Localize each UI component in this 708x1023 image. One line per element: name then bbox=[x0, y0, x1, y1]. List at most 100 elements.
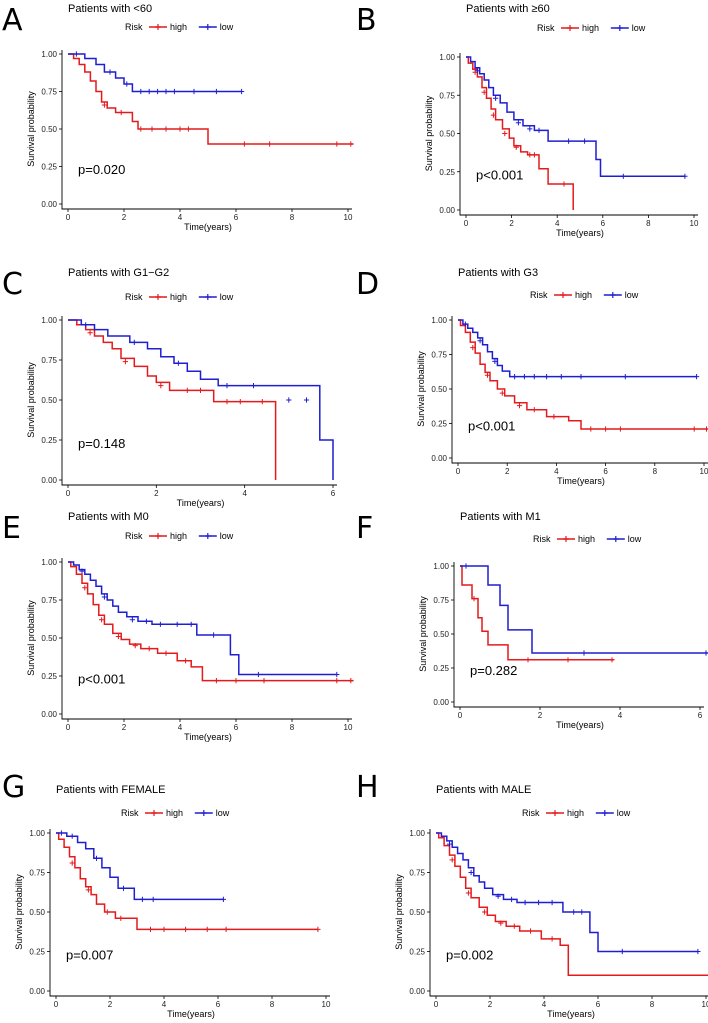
censor-mark-low bbox=[101, 594, 107, 600]
x-tick-label: 6 bbox=[234, 213, 239, 222]
y-tick-label: 0.00 bbox=[41, 476, 57, 485]
legend-label-high: high bbox=[575, 290, 592, 300]
censor-mark-high bbox=[470, 345, 476, 351]
censor-mark-high bbox=[499, 390, 505, 396]
censor-mark-low bbox=[73, 51, 79, 57]
legend-key-marker bbox=[200, 810, 207, 816]
panel-letter: A bbox=[2, 3, 23, 38]
km-panel-h: H Patients with MALE Risk high low 0.00 0.25 0.… bbox=[354, 755, 708, 1019]
censor-mark-high bbox=[233, 678, 239, 684]
x-tick-label: 4 bbox=[242, 489, 247, 498]
censor-mark-high bbox=[85, 887, 91, 893]
censor-mark-low bbox=[213, 88, 219, 95]
x-tick-label: 8 bbox=[646, 219, 651, 228]
legend-label-low: low bbox=[617, 808, 631, 818]
censor-mark-high bbox=[138, 126, 144, 132]
censor-mark-low bbox=[120, 885, 127, 891]
y-tick-label: 0.00 bbox=[41, 710, 57, 719]
x-tick-label: 6 bbox=[603, 467, 608, 476]
censor-mark-high bbox=[99, 617, 105, 623]
km-curve-high bbox=[466, 56, 574, 210]
censor-mark-low bbox=[107, 69, 113, 75]
censor-mark-low bbox=[188, 621, 194, 627]
x-tick-label: 4 bbox=[178, 213, 183, 222]
legend-key-marker bbox=[204, 533, 211, 539]
censor-mark-high bbox=[161, 926, 167, 932]
censor-mark-low bbox=[619, 948, 625, 955]
censor-mark-high bbox=[551, 414, 557, 420]
km-curve-high bbox=[436, 832, 708, 976]
km-curve-low bbox=[68, 53, 242, 93]
y-tick-label: 0.25 bbox=[41, 163, 57, 172]
censor-mark-low bbox=[129, 617, 135, 623]
legend-key-marker bbox=[612, 536, 619, 542]
legend-key-marker bbox=[560, 292, 566, 298]
y-tick-label: 0.75 bbox=[433, 596, 449, 605]
censor-mark-high bbox=[223, 926, 229, 932]
y-tick-label: 0.50 bbox=[439, 130, 455, 139]
chart-title: Patients with M1 bbox=[460, 511, 541, 523]
y-tick-label: 0.75 bbox=[41, 356, 57, 365]
censor-mark-high bbox=[531, 407, 537, 413]
y-axis-label: Survival probability bbox=[424, 95, 434, 171]
censor-mark-high bbox=[609, 657, 615, 663]
chart-title: Patients with M0 bbox=[68, 511, 149, 523]
x-axis-label: Time(years) bbox=[167, 1009, 215, 1019]
km-panel-g: G Patients with FEMALE Risk high low 0.00 0.25… bbox=[0, 755, 354, 1019]
km-curve-low bbox=[466, 56, 685, 178]
y-tick-label: 0.25 bbox=[409, 948, 425, 957]
censor-mark-high bbox=[565, 657, 571, 663]
censor-mark-high bbox=[482, 909, 488, 915]
km-curve-low bbox=[458, 319, 697, 378]
axes bbox=[453, 562, 704, 708]
censor-mark-high bbox=[617, 426, 623, 432]
chart-title: Patients with ≥60 bbox=[466, 3, 550, 15]
legend-label-high: high bbox=[567, 808, 584, 818]
y-tick-label: 0.50 bbox=[41, 125, 57, 134]
censor-mark-high bbox=[146, 646, 152, 652]
km-curve-low bbox=[436, 832, 698, 953]
censor-mark-high bbox=[498, 920, 504, 926]
censor-mark-low bbox=[622, 374, 628, 380]
censor-mark-high bbox=[527, 928, 534, 934]
x-tick-label: 2 bbox=[538, 711, 543, 720]
legend-key-marker bbox=[155, 533, 161, 539]
censor-mark-high bbox=[185, 126, 191, 132]
chart-title: Patients with <60 bbox=[68, 3, 152, 15]
y-axis-label: Survival probability bbox=[416, 351, 426, 427]
x-tick-label: 8 bbox=[653, 467, 658, 476]
censor-mark-high bbox=[513, 144, 519, 150]
km-curve-low bbox=[68, 319, 334, 480]
chart-title: Patients with FEMALE bbox=[56, 784, 165, 796]
censor-mark-low bbox=[83, 322, 89, 328]
x-tick-label: 6 bbox=[596, 1000, 601, 1009]
y-tick-label: 1.00 bbox=[41, 316, 57, 325]
x-tick-label: 6 bbox=[601, 219, 606, 228]
censor-mark-low bbox=[579, 909, 585, 915]
censor-mark-high bbox=[132, 643, 138, 649]
legend-label-high: high bbox=[170, 531, 187, 541]
censor-mark-low bbox=[93, 855, 100, 861]
x-tick-label: 4 bbox=[542, 1000, 547, 1009]
legend: Risk high low bbox=[530, 290, 639, 300]
km-curve-high bbox=[68, 53, 354, 145]
y-tick-label: 1.00 bbox=[433, 562, 449, 571]
censor-mark-high bbox=[115, 633, 121, 640]
legend-title: Risk bbox=[522, 808, 540, 818]
censor-mark-high bbox=[87, 330, 93, 336]
legend-title: Risk bbox=[125, 531, 143, 541]
y-tick-label: 0.00 bbox=[409, 987, 425, 996]
x-tick-label: 6 bbox=[331, 489, 336, 498]
p-value: p=0.282 bbox=[470, 663, 517, 678]
legend-label-low: low bbox=[220, 292, 234, 302]
censor-mark-low bbox=[303, 397, 310, 403]
x-tick-label: 8 bbox=[290, 213, 295, 222]
y-tick-label: 0.75 bbox=[409, 869, 425, 878]
censor-mark-low bbox=[527, 126, 533, 132]
axes bbox=[451, 316, 708, 464]
censor-mark-high bbox=[163, 126, 169, 132]
censor-mark-high bbox=[104, 909, 110, 915]
panel-letter: H bbox=[356, 770, 379, 805]
x-tick-label: 0 bbox=[66, 213, 71, 222]
x-tick-label: 4 bbox=[162, 1000, 167, 1009]
